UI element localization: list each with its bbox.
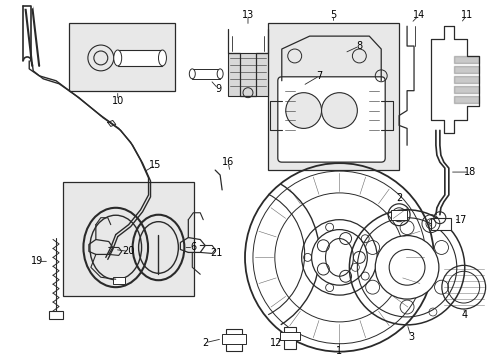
Text: 7: 7 <box>316 71 322 81</box>
Ellipse shape <box>114 50 122 66</box>
Text: 5: 5 <box>330 10 336 20</box>
Text: 11: 11 <box>460 10 472 20</box>
Text: 15: 15 <box>149 160 162 170</box>
Bar <box>118 50 162 66</box>
Ellipse shape <box>189 69 195 79</box>
Text: 17: 17 <box>454 215 466 225</box>
Text: 13: 13 <box>242 10 254 20</box>
Ellipse shape <box>158 50 166 66</box>
Text: 16: 16 <box>222 157 234 167</box>
Text: 6: 6 <box>190 243 196 252</box>
Bar <box>390 210 406 220</box>
Bar <box>63 182 194 296</box>
Ellipse shape <box>325 239 353 276</box>
Text: 1: 1 <box>336 346 342 356</box>
Text: 20: 20 <box>122 247 135 256</box>
Text: 2: 2 <box>202 338 208 348</box>
Bar <box>192 69 220 79</box>
Text: 4: 4 <box>461 310 467 320</box>
Circle shape <box>374 235 438 299</box>
Bar <box>225 329 242 351</box>
Circle shape <box>388 249 424 285</box>
FancyBboxPatch shape <box>277 77 385 162</box>
Bar <box>69 23 175 91</box>
Bar <box>283 327 295 349</box>
Circle shape <box>285 93 321 129</box>
Ellipse shape <box>217 69 223 79</box>
Bar <box>49 311 63 319</box>
Bar <box>267 23 398 170</box>
Text: 2: 2 <box>395 193 402 203</box>
Bar <box>430 218 450 230</box>
Text: 21: 21 <box>209 248 222 258</box>
Circle shape <box>311 230 366 285</box>
Bar <box>222 334 245 344</box>
Circle shape <box>321 93 357 129</box>
Text: 14: 14 <box>412 10 424 20</box>
Bar <box>227 53 267 96</box>
Text: 9: 9 <box>215 84 221 94</box>
Bar <box>279 332 299 340</box>
Text: 10: 10 <box>111 96 123 105</box>
Text: 12: 12 <box>269 338 282 348</box>
Bar <box>113 277 124 284</box>
Text: 3: 3 <box>407 332 413 342</box>
Text: 8: 8 <box>356 41 362 51</box>
Text: 19: 19 <box>31 256 43 266</box>
Bar <box>99 257 117 267</box>
Text: 18: 18 <box>463 167 475 177</box>
